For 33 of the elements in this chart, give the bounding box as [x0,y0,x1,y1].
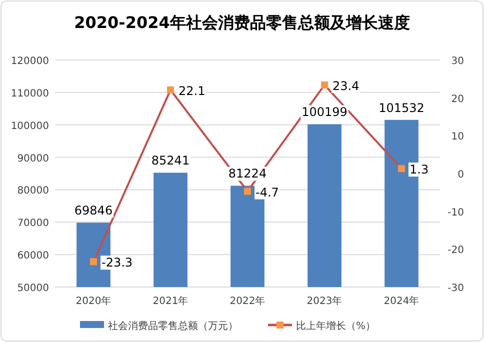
y-tick-label: 90000 [17,153,49,164]
data-label: -4.7 [256,185,279,200]
x-tick-label: 2022年 [230,295,266,307]
y-tick-label: 50000 [17,283,49,294]
data-label: -23.3 [102,256,133,270]
y-tick-label: 60000 [17,250,49,262]
x-tick-label: 2021年 [152,295,188,307]
x-tick-label: 2020年 [76,295,112,307]
y2-tick-label: -10 [448,207,464,218]
y2-tick-label: 20 [451,94,464,105]
y-tick-label: 120000 [10,56,49,67]
data-label: 23.4 [332,78,360,93]
y2-tick-label: -30 [448,283,464,294]
y2-tick-label: 0 [458,170,464,180]
data-label: 85241 [151,154,190,168]
y-tick-label: 110000 [10,88,49,100]
data-label: 100199 [302,105,348,120]
legend-label: 社会消费品零售总额（万元） [108,320,238,332]
y-tick-label: 80000 [17,186,49,197]
data-label: 22.1 [178,84,206,98]
y-tick-label: 100000 [10,120,49,132]
data-label: 101532 [378,100,424,115]
y2-tick-label: 30 [451,56,464,67]
y-tick-label: 70000 [17,218,49,230]
x-tick-label: 2023年 [306,295,342,307]
x-tick-label: 2024年 [384,295,420,307]
y2-tick-label: -20 [448,245,464,256]
legend-label: 比上年增长（%） [296,320,376,332]
y2-tick-label: 10 [451,132,464,143]
data-label: 69846 [74,204,113,218]
data-label: 1.3 [410,162,429,177]
chart-title: 2020-2024年社会消费品零售总额及增长速度 [74,13,410,32]
data-label: 81224 [228,166,267,181]
